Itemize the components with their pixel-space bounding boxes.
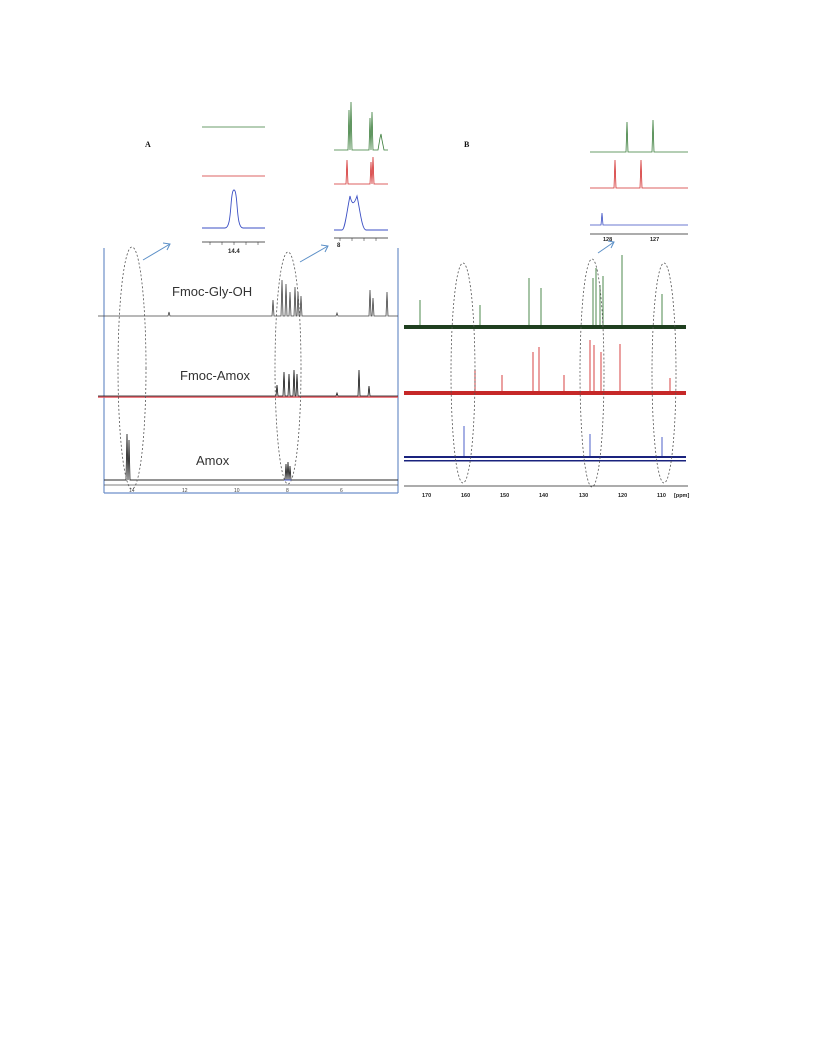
arrow-left-icon xyxy=(142,243,171,261)
trace-label-fmoc-amox: Fmoc-Amox xyxy=(180,368,251,383)
x-tick: 110 xyxy=(657,493,666,499)
highlight-ellipse-b3 xyxy=(651,262,677,484)
x-tick: 8 xyxy=(286,488,289,494)
panel-a-inset-right: 8 xyxy=(334,101,388,249)
inset-b-green-peaks xyxy=(590,119,688,153)
arrow-right-icon xyxy=(299,245,329,263)
x-tick: 14 xyxy=(129,488,135,494)
x-tick: 160 xyxy=(461,493,470,499)
inset-right-green-peaks xyxy=(334,101,388,151)
inset-right-red-peaks xyxy=(334,156,388,185)
panel-a-inset-left: 14.4 xyxy=(202,126,265,255)
x-tick: 6 xyxy=(340,488,343,494)
x-tick: 12 xyxy=(182,488,188,494)
x-tick: 170 xyxy=(422,493,431,499)
panel-a-x-ticks: 14 12 10 8 6 xyxy=(129,488,343,494)
inset-right-tick-label: 8 xyxy=(337,243,341,249)
inset-right-blue-peaks xyxy=(334,194,388,231)
arrow-b-icon xyxy=(597,241,615,254)
trace-label-amox: Amox xyxy=(196,453,230,468)
trace-b-green-baseline xyxy=(404,325,686,329)
panel-a-arrows xyxy=(142,242,329,263)
panel-b-arrow xyxy=(597,240,615,254)
trace-b-blue-baseline xyxy=(404,456,686,458)
trace-fmoc-amox-peaks xyxy=(98,369,398,397)
panel-b-letter: B xyxy=(464,140,470,149)
highlight-ellipse-b2 xyxy=(579,258,605,488)
trace-b-red-peaks xyxy=(474,340,671,391)
x-unit-label: [ppm] xyxy=(674,493,689,499)
x-tick: 140 xyxy=(539,493,548,499)
inset-left-blue-peak xyxy=(202,189,265,229)
trace-label-fmoc-gly-oh: Fmoc-Gly-OH xyxy=(172,284,252,299)
panel-a-frame xyxy=(103,248,399,494)
trace-fmoc-gly-oh xyxy=(98,279,398,317)
highlight-ellipse-b1 xyxy=(450,262,476,484)
highlight-ellipse-right xyxy=(274,251,302,485)
inset-left-tick-label: 14.4 xyxy=(228,249,240,255)
x-tick: 120 xyxy=(618,493,627,499)
inset-b-tick: 127 xyxy=(650,237,659,243)
x-tick: 150 xyxy=(500,493,509,499)
x-tick: 10 xyxy=(234,488,240,494)
trace-b-green-peaks xyxy=(419,255,663,325)
highlight-ellipse-left xyxy=(117,246,147,490)
trace-amox xyxy=(104,433,398,481)
trace-b-blue-peaks xyxy=(463,426,663,456)
x-tick: 130 xyxy=(579,493,588,499)
panel-b-inset: 128 127 xyxy=(590,119,688,243)
inset-b-red-peaks xyxy=(590,159,688,189)
trace-b-red-baseline xyxy=(404,391,686,395)
inset-b-blue-peak xyxy=(590,212,688,226)
inset-b-tick: 128 xyxy=(603,237,612,243)
panel-b-x-ticks: 170 160 150 140 130 120 110 [ppm] xyxy=(422,493,689,499)
panel-a-letter: A xyxy=(145,140,151,149)
